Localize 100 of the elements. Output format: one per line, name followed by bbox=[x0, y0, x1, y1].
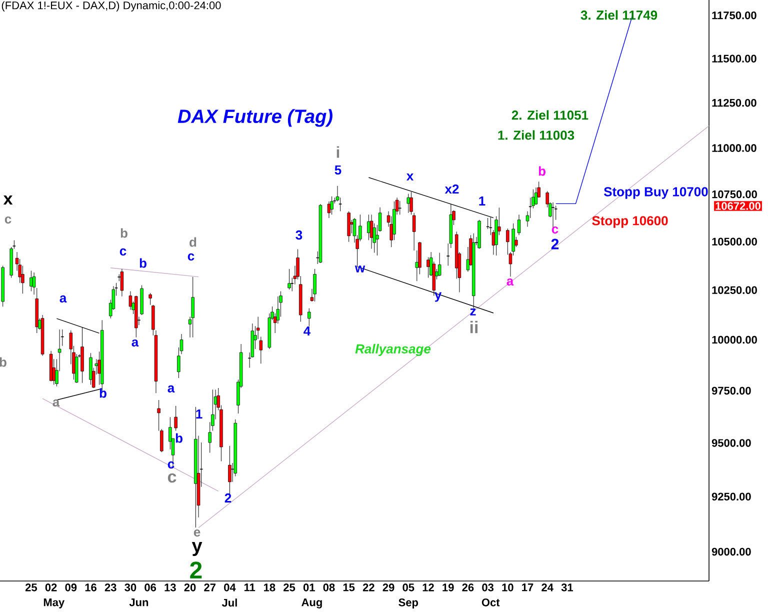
candlestick bbox=[534, 187, 538, 206]
text: DAX Future (Tag) bbox=[178, 109, 332, 127]
annotation: c bbox=[188, 253, 194, 261]
x-tick-label: 31 bbox=[561, 584, 574, 592]
x-tick-label: 04 bbox=[224, 584, 236, 592]
candlestick bbox=[191, 276, 194, 338]
annotation: b bbox=[120, 228, 128, 238]
annotation: x bbox=[3, 195, 13, 204]
candlestick bbox=[174, 406, 178, 431]
annotation: 2. Ziel 11051 bbox=[512, 110, 588, 120]
x-tick-label: 01 bbox=[303, 584, 315, 592]
x-tick-label: 08 bbox=[323, 584, 335, 592]
x-tick-label: 16 bbox=[85, 584, 96, 592]
x2-tick-label: Sep bbox=[398, 598, 418, 608]
annotation: ii bbox=[470, 320, 478, 334]
annotation: w bbox=[354, 266, 366, 272]
annotation: b bbox=[0, 357, 6, 367]
annotation: 5 bbox=[334, 165, 342, 175]
annotation: Stopp 10600 bbox=[592, 216, 668, 228]
x-tick-label: 23 bbox=[104, 584, 116, 592]
candlestick bbox=[410, 192, 413, 215]
candlestick bbox=[157, 400, 160, 431]
candlestick bbox=[412, 212, 416, 251]
x2-tick-label: Jun bbox=[129, 598, 148, 606]
annotation: 3 bbox=[296, 230, 302, 240]
annotation: 3. Ziel 11749 bbox=[580, 10, 658, 20]
candlestick bbox=[259, 336, 263, 364]
annotation: c bbox=[120, 248, 126, 256]
candlestick bbox=[30, 270, 33, 292]
annotation: 1. Ziel 11003 bbox=[498, 130, 574, 140]
annotation: c bbox=[168, 473, 176, 483]
annotation: c bbox=[4, 216, 12, 224]
annotation: Stopp Buy 10700 bbox=[604, 187, 708, 199]
x2-tick-label: Aug bbox=[302, 598, 322, 608]
candlestick bbox=[330, 196, 334, 215]
x-tick-label: 05 bbox=[402, 584, 414, 592]
annotation: z bbox=[470, 308, 476, 316]
x-tick-label: 02 bbox=[45, 584, 57, 592]
candlestick bbox=[308, 308, 311, 326]
y-tick-label: 9000.00 bbox=[712, 548, 751, 556]
annotation: Rallyansage bbox=[355, 344, 431, 356]
x-tick-label: 18 bbox=[264, 584, 276, 592]
x-tick-label: 29 bbox=[382, 584, 394, 592]
candlestick bbox=[426, 256, 430, 278]
annotation: 2 bbox=[190, 562, 202, 578]
candlestick bbox=[128, 291, 132, 310]
annotation: a bbox=[168, 385, 175, 393]
y-tick-label: 11250.00 bbox=[712, 98, 756, 107]
annotation: 2 bbox=[224, 493, 232, 503]
x-tick-label: 25 bbox=[25, 584, 37, 592]
annotation: 4 bbox=[304, 326, 311, 336]
x-tick-label: 27 bbox=[204, 584, 216, 592]
annotation: 1 bbox=[196, 410, 202, 418]
y-tick-label: 10500.00 bbox=[712, 238, 757, 246]
annotation: b bbox=[538, 166, 546, 176]
x2-tick-label: Oct bbox=[482, 598, 500, 606]
x2-tick-label: Jul bbox=[222, 598, 237, 607]
y-tick-label: 11500.00 bbox=[712, 54, 756, 63]
annotation: x bbox=[406, 174, 414, 180]
annotation: i bbox=[336, 146, 340, 158]
x-tick-label: 22 bbox=[362, 584, 374, 592]
annotation: e bbox=[194, 529, 200, 537]
annotation: y bbox=[434, 292, 442, 302]
candlestick bbox=[338, 197, 342, 212]
y-tick-label: 9500.00 bbox=[712, 439, 751, 447]
annotation: 2 bbox=[551, 238, 559, 250]
x-tick-label: 24 bbox=[542, 584, 554, 592]
y-tick-label: 10000.00 bbox=[712, 336, 757, 344]
annotation: b bbox=[140, 258, 146, 268]
x-tick-label: 25 bbox=[284, 584, 296, 592]
x-tick-label: 03 bbox=[482, 584, 494, 592]
candlestick bbox=[438, 252, 442, 276]
candlestick bbox=[517, 214, 521, 236]
x-tick-label: 15 bbox=[343, 584, 355, 592]
y-tick-label: 9750.00 bbox=[712, 386, 751, 395]
annotation: a bbox=[506, 278, 514, 286]
y-tick-label: 9250.00 bbox=[712, 492, 751, 501]
candlestick bbox=[89, 352, 92, 385]
annotation: b bbox=[100, 388, 106, 398]
x-tick-label: 12 bbox=[422, 584, 434, 592]
candlestick bbox=[288, 268, 291, 290]
annotation: a bbox=[52, 399, 60, 407]
x-tick-label: 26 bbox=[462, 584, 474, 592]
y-tick-label: 10250.00 bbox=[712, 286, 757, 294]
x-tick-label: 19 bbox=[442, 584, 454, 592]
annotation: y bbox=[192, 542, 202, 556]
x-tick-label: 13 bbox=[164, 584, 176, 592]
candlestick bbox=[406, 193, 410, 214]
x-tick-label: 09 bbox=[65, 584, 77, 592]
annotation: 1 bbox=[479, 196, 486, 206]
annotation: b bbox=[176, 433, 182, 443]
candlestick bbox=[120, 268, 124, 297]
y-tick-label: 11750.00 bbox=[712, 11, 756, 20]
candlestick bbox=[32, 272, 36, 295]
x-tick-label: 11 bbox=[244, 584, 256, 592]
x-tick-label: 17 bbox=[522, 584, 534, 592]
x2-tick-label: May bbox=[44, 598, 65, 608]
y-tick-label: 11000.00 bbox=[712, 144, 756, 152]
annotation: c bbox=[168, 461, 174, 469]
candlestick bbox=[313, 268, 316, 302]
